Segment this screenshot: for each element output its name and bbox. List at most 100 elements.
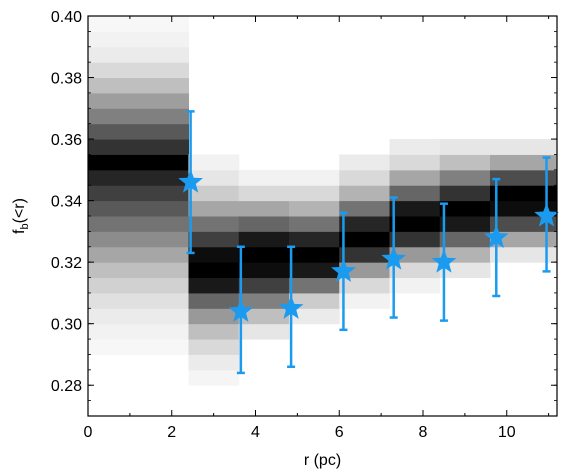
heatmap-cell-7-5	[490, 169, 558, 186]
heatmap-cell-0-5	[88, 262, 189, 279]
heatmap-cell-5-0	[389, 277, 441, 294]
heatmap-cell-3-3	[289, 262, 340, 279]
heatmap-cell-1-2	[188, 339, 240, 355]
x-tick-label-1: 2	[167, 424, 176, 441]
heatmap-cell-0-13	[88, 139, 189, 155]
y-tick-label-3: 0.34	[51, 194, 82, 211]
heatmap-cell-5-8	[389, 154, 441, 171]
heatmap-cell-0-3	[88, 292, 189, 309]
heatmap-cell-2-3	[238, 277, 290, 294]
y-tick-label-6: 0.40	[51, 9, 82, 26]
y-tick-label-5: 0.38	[51, 71, 82, 88]
heatmap-cell-1-13	[188, 169, 240, 186]
y-tick-label-2: 0.32	[51, 255, 82, 272]
data-point-star-2	[278, 295, 304, 319]
heatmap-cell-5-2	[389, 246, 441, 263]
heatmap-cell-1-1	[188, 354, 240, 371]
heatmap-cell-2-2	[238, 292, 290, 309]
heatmap-cell-0-20	[88, 31, 189, 48]
heatmap-cell-4-3	[339, 246, 390, 263]
heatmap-cell-3-9	[289, 169, 340, 186]
data-point-star-1	[228, 298, 254, 322]
heatmap-cell-2-0	[238, 323, 290, 340]
data-point-star-4	[381, 246, 407, 270]
heatmap-cell-1-6	[188, 277, 240, 294]
y-tick-label-4: 0.36	[51, 132, 82, 149]
y-axis-label-suffix: (<r)	[11, 198, 28, 223]
heatmap-cell-2-1	[238, 308, 290, 325]
heatmap-cell-7-2	[490, 216, 558, 232]
heatmap-cell-0-14	[88, 123, 189, 140]
y-axis-label-subscript: b	[19, 223, 31, 229]
heatmap-cell-1-7	[188, 262, 240, 279]
heatmap-cell-0-16	[88, 92, 189, 109]
heatmap-cell-3-4	[289, 246, 340, 263]
heatmap-cell-6-6	[439, 169, 491, 186]
heatmap-cell-2-8	[238, 200, 290, 217]
heatmap-cell-6-4	[439, 200, 491, 217]
heatmap-cell-0-2	[88, 308, 189, 325]
heatmap-cell-1-14	[188, 154, 240, 171]
heatmap-cell-1-4	[188, 308, 240, 325]
x-tick-label-4: 8	[419, 424, 428, 441]
heatmap-cell-4-2	[339, 262, 390, 279]
heatmap-cell-4-1	[339, 277, 390, 294]
x-tick-label-5: 10	[498, 424, 516, 441]
heatmap-cell-4-8	[339, 169, 390, 186]
heatmap-cell-2-7	[238, 216, 290, 232]
heatmap-cell-6-2	[439, 231, 491, 248]
heatmap	[88, 16, 558, 386]
heatmap-cell-5-6	[389, 185, 441, 202]
heatmap-cell-6-0	[439, 262, 491, 279]
heatmap-cell-3-6	[289, 216, 340, 232]
heatmap-cell-0-1	[88, 323, 189, 340]
y-axis-label-main: f	[11, 229, 28, 234]
data-point-star-3	[331, 258, 356, 282]
heatmap-cell-7-6	[490, 154, 558, 171]
y-axis-label: fb(<r)	[11, 198, 31, 234]
heatmap-cell-4-4	[339, 231, 390, 248]
axis-ticks: 0 2 4 6 8 10 0.28 0.30 0.32 0.34 0.36 0.38 0.40	[51, 9, 557, 441]
x-tick-label-2: 4	[251, 424, 260, 441]
heatmap-cell-1-10	[188, 216, 240, 232]
heatmap-cell-3-2	[289, 277, 340, 294]
heatmap-cell-3-0	[289, 308, 340, 325]
heatmap-cell-4-0	[339, 292, 390, 309]
heatmap-cell-5-9	[389, 139, 441, 155]
heatmap-cell-0-17	[88, 77, 189, 94]
heatmap-cell-7-4	[490, 185, 558, 202]
star-markers	[178, 169, 559, 322]
heatmap-cell-4-9	[339, 154, 390, 171]
heatmap-cell-5-7	[389, 169, 441, 186]
heatmap-cell-0-12	[88, 154, 189, 171]
heatmap-cell-0-21	[88, 16, 189, 32]
heatmap-cell-7-1	[490, 231, 558, 248]
heatmap-cell-7-7	[490, 139, 558, 155]
heatmap-cell-0-6	[88, 246, 189, 263]
heatmap-cell-1-11	[188, 200, 240, 217]
heatmap-cell-2-4	[238, 262, 290, 279]
heatmap-cell-0-11	[88, 169, 189, 186]
heatmap-cell-1-8	[188, 246, 240, 263]
heatmap-cell-1-5	[188, 292, 240, 309]
heatmap-cell-5-5	[389, 200, 441, 217]
heatmap-cell-6-8	[439, 139, 491, 155]
heatmap-cell-2-5	[238, 246, 290, 263]
heatmap-cell-7-0	[490, 246, 558, 263]
heatmap-cell-0-4	[88, 277, 189, 294]
heatmap-cell-3-5	[289, 231, 340, 248]
heatmap-cell-1-3	[188, 323, 240, 340]
heatmap-cell-2-10	[238, 169, 290, 186]
heatmap-cell-4-7	[339, 185, 390, 202]
heatmap-cell-0-10	[88, 185, 189, 202]
heatmap-cell-3-7	[289, 200, 340, 217]
heatmap-cell-6-5	[439, 185, 491, 202]
y-tick-label-1: 0.30	[51, 317, 82, 334]
heatmap-cell-1-9	[188, 231, 240, 248]
heatmap-cell-1-12	[188, 185, 240, 202]
data-point-star-7	[534, 203, 559, 227]
heatmap-cell-0-8	[88, 216, 189, 232]
x-axis-label: r (pc)	[304, 452, 341, 469]
heatmap-cell-2-9	[238, 185, 290, 202]
